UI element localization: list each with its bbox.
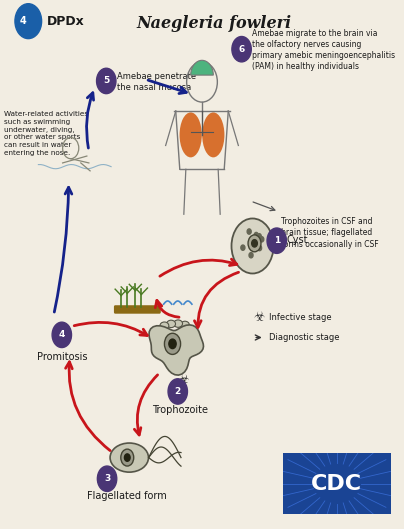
Text: 6: 6 <box>238 44 245 54</box>
Text: Cyst: Cyst <box>287 235 308 244</box>
Circle shape <box>169 339 176 349</box>
Text: Trophozoite: Trophozoite <box>152 405 208 415</box>
Circle shape <box>121 449 134 466</box>
Text: Trophozoites in CSF and
brain tissue; flagellated
forms occasionally in CSF: Trophozoites in CSF and brain tissue; fl… <box>281 217 379 249</box>
Text: Amebae penetrate
the nasal mucosa: Amebae penetrate the nasal mucosa <box>117 72 196 92</box>
Polygon shape <box>149 325 204 375</box>
Text: CDC: CDC <box>311 473 362 494</box>
Circle shape <box>97 68 116 94</box>
FancyBboxPatch shape <box>283 453 391 514</box>
Ellipse shape <box>110 443 149 472</box>
Ellipse shape <box>174 320 183 327</box>
Text: ☣: ☣ <box>179 373 189 386</box>
Circle shape <box>15 4 42 39</box>
Circle shape <box>97 466 117 491</box>
Circle shape <box>164 333 181 354</box>
Ellipse shape <box>179 112 202 158</box>
Text: ☣: ☣ <box>253 311 264 324</box>
Circle shape <box>241 245 245 250</box>
Circle shape <box>260 236 264 242</box>
Text: Water-related activities
such as swimming
underwater, diving,
or other water spo: Water-related activities such as swimmin… <box>4 111 88 156</box>
Circle shape <box>248 235 261 252</box>
Text: Diagnostic stage: Diagnostic stage <box>269 333 339 342</box>
Text: 4: 4 <box>59 330 65 340</box>
Text: Promitosis: Promitosis <box>36 352 87 362</box>
Ellipse shape <box>166 320 175 327</box>
Text: 1: 1 <box>274 236 280 245</box>
Ellipse shape <box>202 112 225 158</box>
Text: 5: 5 <box>103 76 109 86</box>
Text: Amebae migrate to the brain via
the olfactory nerves causing
primary amebic meni: Amebae migrate to the brain via the olfa… <box>252 29 396 71</box>
Text: Naegleria fowleri: Naegleria fowleri <box>137 15 292 32</box>
Text: 3: 3 <box>104 474 110 484</box>
Circle shape <box>168 379 187 404</box>
Circle shape <box>247 229 251 234</box>
Circle shape <box>254 232 258 238</box>
Circle shape <box>258 245 262 251</box>
Text: 2: 2 <box>175 387 181 396</box>
FancyBboxPatch shape <box>114 305 161 314</box>
Circle shape <box>252 240 257 247</box>
Text: Infective stage: Infective stage <box>269 313 331 322</box>
Circle shape <box>232 37 251 62</box>
Text: DPDx: DPDx <box>46 15 84 28</box>
Circle shape <box>267 228 286 253</box>
Circle shape <box>52 322 72 348</box>
Circle shape <box>231 218 274 273</box>
Wedge shape <box>191 60 213 75</box>
Circle shape <box>257 234 261 239</box>
Text: 4: 4 <box>20 16 27 25</box>
Circle shape <box>249 252 253 258</box>
Ellipse shape <box>181 321 189 329</box>
Circle shape <box>124 454 130 461</box>
Ellipse shape <box>160 322 169 330</box>
Text: Flagellated form: Flagellated form <box>87 491 167 501</box>
